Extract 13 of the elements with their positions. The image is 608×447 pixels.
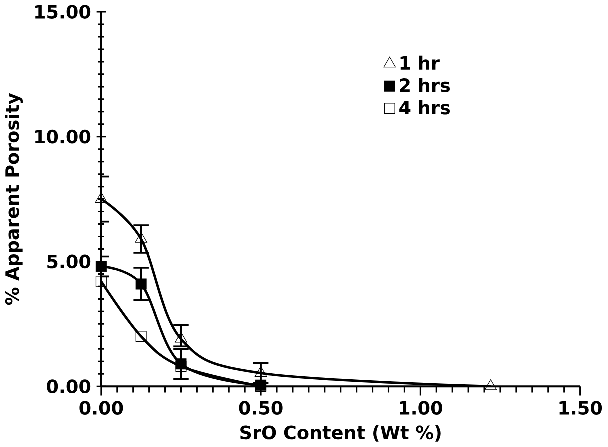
y-axis-title: % Apparent Porosity	[5, 93, 23, 306]
y-tick-label: 5.00	[48, 254, 91, 269]
x-axis-title: SrO Content (Wt %)	[240, 426, 441, 442]
legend-label: 2 hrs	[400, 78, 450, 92]
legend-label: 4 hrs	[400, 100, 450, 115]
y-tick-label: 0.00	[47, 380, 91, 394]
y-tick-label: 15.00	[36, 5, 91, 19]
x-tick-label: 1.00	[400, 401, 442, 416]
x-tick-label: 1.50	[560, 401, 602, 416]
y-tick-label: 10.00	[36, 130, 91, 144]
legend-label: 1 hr	[400, 56, 440, 70]
x-tick-label: 0.00	[80, 401, 124, 416]
x-tick-label: 0.50	[239, 401, 283, 416]
